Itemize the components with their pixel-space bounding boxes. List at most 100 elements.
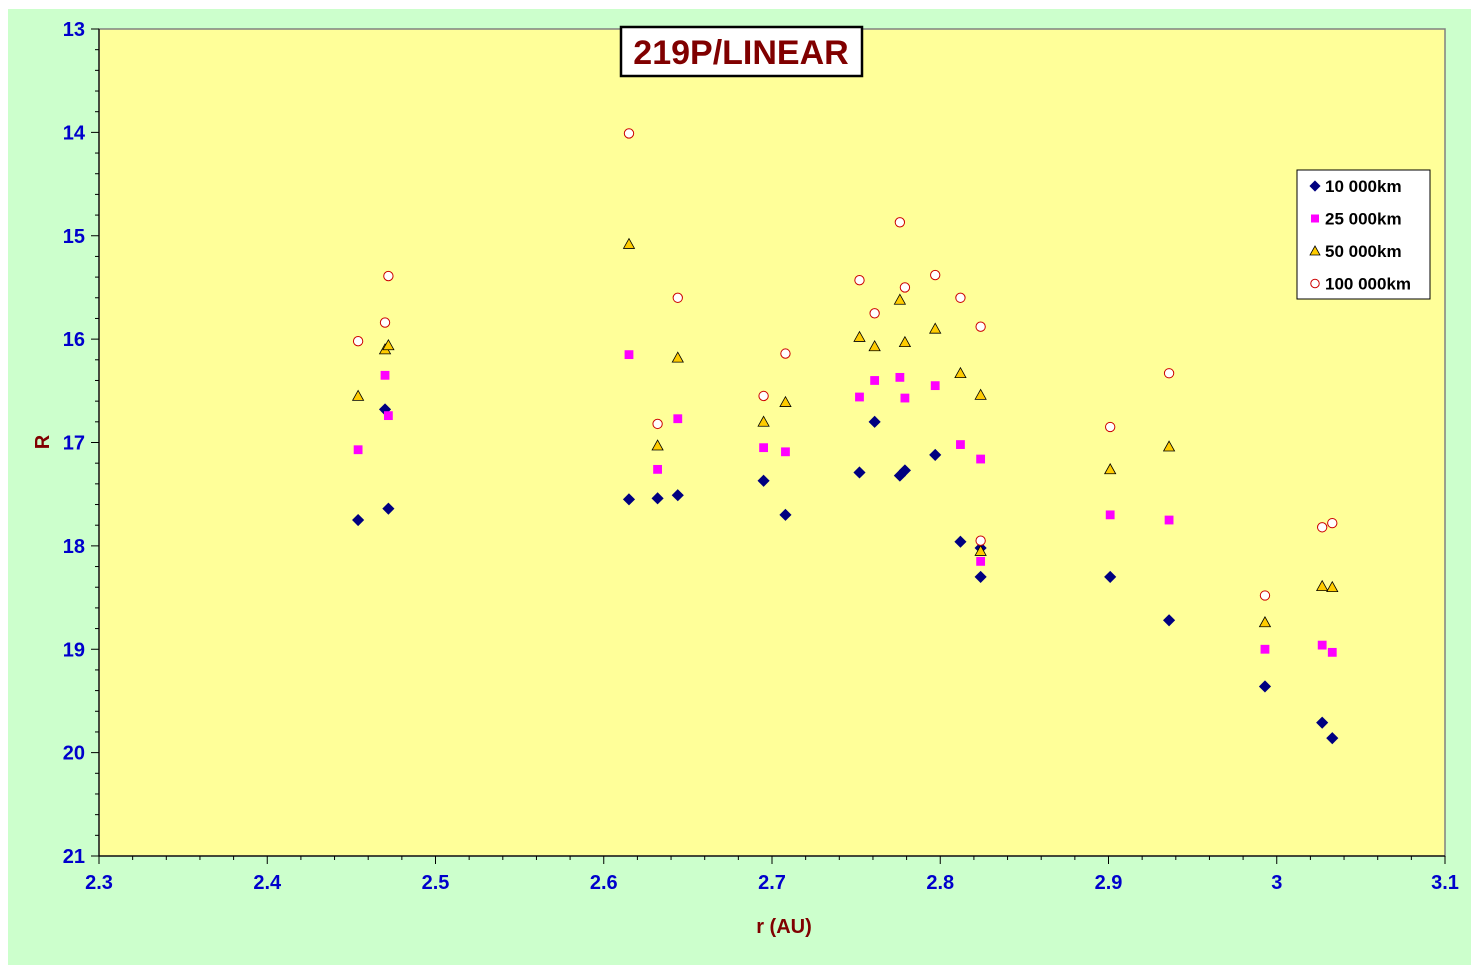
data-point <box>1163 368 1175 379</box>
legend-marker <box>1309 180 1321 192</box>
data-point <box>671 489 684 502</box>
data-point <box>1327 647 1337 657</box>
data-point <box>1258 616 1272 628</box>
x-tick-label: 3.1 <box>1431 872 1459 894</box>
data-point <box>898 464 911 477</box>
data-point <box>868 340 881 352</box>
data-point <box>1326 732 1339 745</box>
y-axis-ticks: 13 14 15 16 17 18 19 20 21 <box>63 19 99 868</box>
data-point <box>976 556 986 566</box>
data-point <box>955 292 966 303</box>
data-point <box>622 493 636 506</box>
y-tick-label: 19 <box>63 639 85 661</box>
data-point <box>1164 515 1174 525</box>
x-tick-label: 2.9 <box>1095 872 1123 894</box>
data-point <box>893 293 907 305</box>
data-point <box>974 544 987 556</box>
data-point <box>757 415 770 427</box>
data-point <box>380 370 390 380</box>
legend-box <box>1296 169 1431 300</box>
y-tick-label: 20 <box>63 743 85 765</box>
x-tick-label: 2.3 <box>85 872 113 894</box>
data-point <box>895 372 905 382</box>
data-points <box>351 128 1339 745</box>
data-point <box>653 464 662 474</box>
data-point <box>651 492 664 505</box>
data-point <box>379 317 391 328</box>
data-point <box>930 269 941 281</box>
data-point <box>853 330 866 342</box>
series-3 <box>351 237 1339 628</box>
data-point <box>1327 517 1338 529</box>
data-point <box>974 570 987 583</box>
data-point <box>1258 680 1272 693</box>
x-tick-label: 2.4 <box>253 872 282 894</box>
legend-item: 50 000km <box>1309 242 1402 261</box>
data-point <box>854 275 865 286</box>
data-point <box>1326 580 1339 593</box>
x-tick-label: 2.7 <box>758 872 786 894</box>
data-point <box>382 339 395 351</box>
data-point <box>1105 510 1115 520</box>
data-point <box>779 508 792 521</box>
x-axis-ticks: 2.3 2.4 2.5 2.6 2.7 2.8 2.9 3 3.1 <box>85 856 1459 894</box>
x-axis-title: r (AU) <box>756 916 812 938</box>
data-point <box>930 381 940 391</box>
data-point <box>780 348 791 359</box>
data-point <box>352 336 364 347</box>
data-point <box>1162 440 1176 452</box>
data-point <box>855 392 864 402</box>
data-point <box>870 376 880 385</box>
x-tick-label: 2.5 <box>422 872 450 894</box>
data-point <box>1163 614 1176 627</box>
y-tick-label: 21 <box>63 846 85 868</box>
data-point <box>622 237 636 249</box>
data-point <box>974 388 987 400</box>
data-point <box>759 443 768 453</box>
data-point <box>929 322 942 334</box>
data-point <box>383 270 394 282</box>
data-point <box>898 335 912 348</box>
legend-item: 25 000km <box>1311 210 1402 229</box>
data-point <box>900 393 910 403</box>
y-tick-label: 15 <box>63 226 85 248</box>
data-point <box>976 454 986 464</box>
data-point <box>853 466 866 479</box>
data-point <box>1105 421 1116 433</box>
legend-item: 10 000km <box>1309 177 1402 196</box>
y-tick-label: 14 <box>63 122 86 144</box>
y-tick-label: 17 <box>63 433 85 455</box>
data-point <box>672 292 683 303</box>
legend-label: 100 000km <box>1325 275 1411 294</box>
series-2 <box>353 350 1337 657</box>
legend: 10 000km 25 000km 50 000km 100 000km <box>1296 169 1431 300</box>
data-point <box>894 217 906 228</box>
data-point <box>869 308 880 319</box>
data-point <box>758 390 769 402</box>
series-1 <box>352 403 1339 745</box>
data-point <box>1317 640 1327 650</box>
chart-title: 219P/LINEAR <box>633 34 848 72</box>
x-tick-label: 2.8 <box>926 872 954 894</box>
data-point <box>1104 570 1117 583</box>
data-point <box>652 418 663 430</box>
data-point <box>624 350 634 360</box>
legend-label: 10 000km <box>1325 177 1402 196</box>
data-point <box>1315 579 1329 591</box>
legend-marker <box>1309 245 1321 256</box>
data-point <box>975 535 986 546</box>
data-point <box>671 351 684 363</box>
data-point <box>954 366 967 379</box>
legend-label: 50 000km <box>1325 242 1402 261</box>
data-point <box>956 440 965 449</box>
legend-item: 100 000km <box>1310 275 1411 294</box>
data-point <box>353 445 363 455</box>
y-tick-label: 16 <box>63 329 85 351</box>
data-point <box>382 502 395 515</box>
legend-label: 25 000km <box>1325 210 1402 229</box>
data-point <box>899 282 911 293</box>
data-point <box>351 389 365 401</box>
plot-area <box>98 28 1446 857</box>
